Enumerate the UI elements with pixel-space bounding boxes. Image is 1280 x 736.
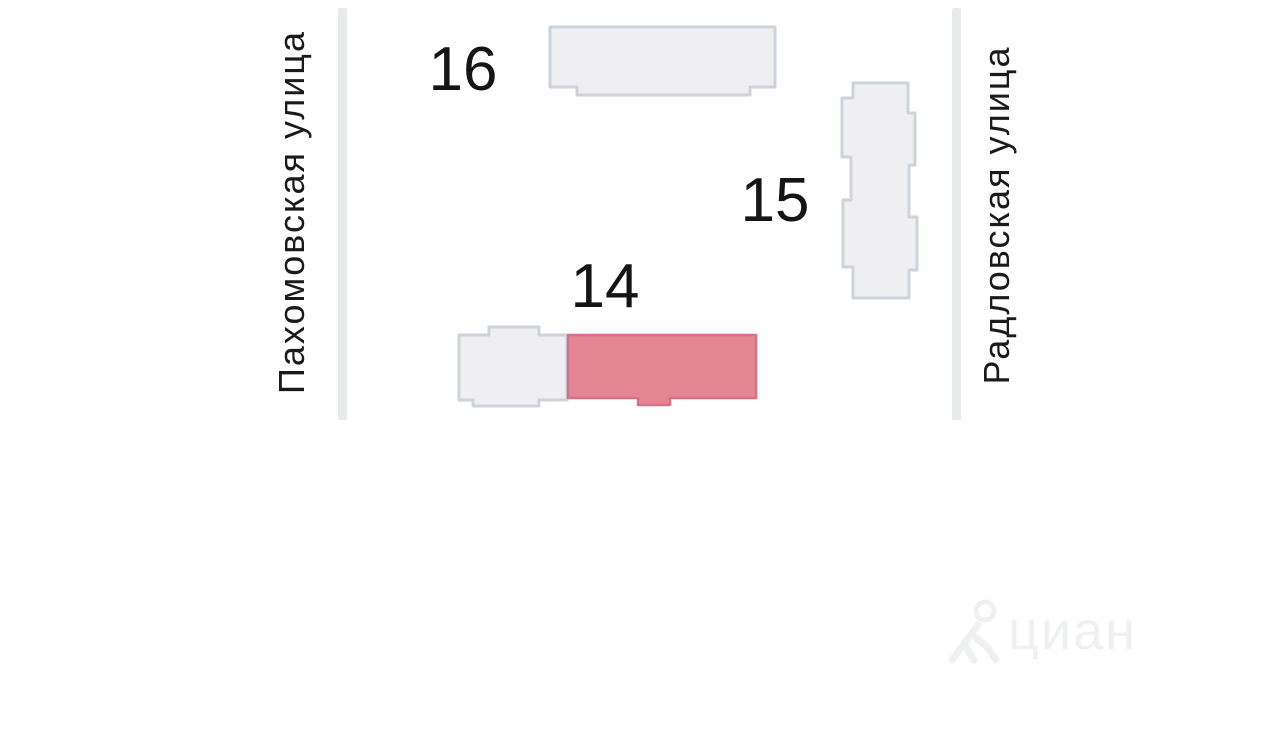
building-15-label: 15 <box>741 166 810 235</box>
building-16-footprint[interactable] <box>548 25 777 97</box>
building-14-label: 14 <box>571 252 640 321</box>
cian-logo-icon <box>948 599 1000 664</box>
street-line-left <box>338 8 347 420</box>
building-14-wing-footprint[interactable] <box>457 325 569 408</box>
building-14-highlight-footprint[interactable] <box>566 333 758 407</box>
street-line-right <box>952 8 961 420</box>
building-16-label: 16 <box>429 35 498 104</box>
cian-watermark-text: циан <box>1008 601 1137 661</box>
building-15-footprint[interactable] <box>840 81 919 300</box>
cian-watermark: циан <box>944 572 1164 664</box>
